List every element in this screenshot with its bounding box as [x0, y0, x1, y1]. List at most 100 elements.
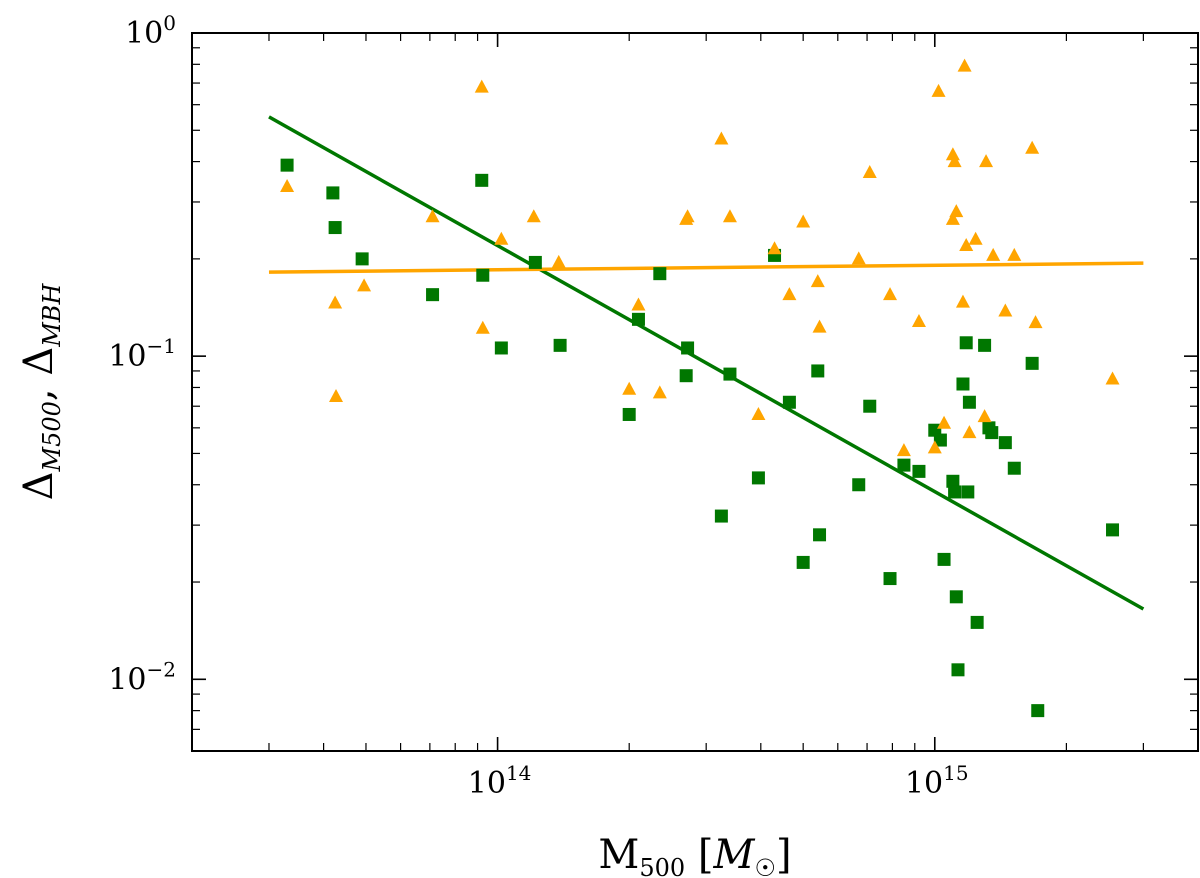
square-marker: [355, 252, 369, 266]
triangle-marker: [1025, 140, 1040, 154]
square-marker: [985, 426, 999, 440]
triangle-marker: [280, 178, 295, 192]
x-tick-label: 1014: [468, 761, 532, 801]
square-marker: [933, 433, 947, 447]
square-marker: [494, 341, 508, 355]
square-marker: [912, 464, 926, 478]
triangle-marker: [851, 251, 866, 265]
triangle-marker: [328, 295, 343, 309]
y-tick-label: 10−2: [108, 657, 176, 697]
triangle-marker: [631, 297, 646, 311]
triangle-marker: [1028, 315, 1043, 329]
triangle-marker: [425, 209, 440, 223]
plot-area: [191, 32, 1199, 752]
triangle-marker: [949, 204, 964, 218]
square-marker: [959, 336, 973, 350]
triangle-marker: [955, 294, 970, 308]
x-axis-label: M500 [M☉]: [598, 832, 791, 878]
square-marker: [962, 395, 976, 409]
square-marker: [956, 377, 970, 391]
y-tick-label: 10−1: [108, 334, 176, 374]
square-marker: [751, 471, 765, 485]
triangle-marker: [329, 389, 344, 403]
triangle-marker: [931, 83, 946, 97]
triangle-marker: [957, 58, 972, 72]
square-marker: [426, 288, 440, 302]
square-marker: [961, 485, 975, 499]
triangle-marker: [474, 79, 489, 93]
triangle-marker: [998, 303, 1013, 317]
square-marker: [937, 552, 951, 566]
square-marker: [328, 221, 342, 235]
fit-lines: [268, 115, 1145, 611]
tick-labels: 1014 1015 10−2 10−1 100: [108, 11, 968, 801]
triangle-marker: [782, 287, 797, 301]
triangle-marker: [494, 231, 509, 245]
fit-line-delta-mbh: [268, 261, 1144, 274]
triangle-marker: [551, 254, 566, 268]
triangle-marker: [927, 440, 942, 454]
square-marker: [796, 555, 810, 569]
square-marker: [476, 268, 490, 282]
triangle-marker: [796, 214, 811, 228]
square-marker: [723, 367, 737, 381]
square-marker: [948, 485, 962, 499]
square-marker: [679, 369, 693, 383]
square-marker: [883, 572, 897, 586]
triangle-marker: [810, 274, 825, 288]
square-marker: [998, 436, 1012, 450]
data-points: [280, 58, 1120, 718]
triangle-marker: [947, 154, 962, 168]
square-marker: [782, 395, 796, 409]
x-tick-label: 1015: [905, 761, 969, 801]
triangle-marker: [722, 209, 737, 223]
square-marker: [811, 364, 825, 378]
triangle-marker: [937, 415, 952, 429]
square-marker: [326, 186, 340, 200]
triangle-marker: [652, 385, 667, 399]
triangle-marker: [959, 237, 974, 251]
triangle-marker: [945, 211, 960, 225]
square-marker: [280, 158, 294, 172]
triangle-marker: [751, 406, 766, 420]
square-marker: [1007, 461, 1021, 475]
triangle-marker: [968, 231, 983, 245]
axis-ticks: [191, 32, 1199, 752]
triangle-marker: [862, 165, 877, 179]
triangle-marker: [883, 287, 898, 301]
square-marker: [528, 255, 542, 269]
triangle-marker: [896, 443, 911, 457]
triangle-marker: [962, 425, 977, 439]
fit-line-delta-m500: [268, 115, 1145, 611]
square-marker: [1031, 704, 1045, 718]
triangle-marker: [714, 131, 729, 145]
square-marker: [553, 338, 567, 352]
triangle-marker: [475, 320, 490, 334]
triangle-marker: [986, 247, 1001, 261]
triangle-marker: [1105, 371, 1120, 385]
triangle-marker: [1007, 247, 1022, 261]
square-marker: [951, 663, 965, 677]
square-marker: [813, 528, 827, 542]
triangle-marker: [680, 209, 695, 223]
triangle-marker: [526, 209, 541, 223]
square-marker: [1025, 356, 1039, 370]
triangle-marker: [977, 409, 992, 423]
y-tick-label: 100: [125, 11, 176, 51]
triangle-marker: [979, 154, 994, 168]
square-marker: [978, 338, 992, 352]
square-marker: [622, 407, 636, 421]
triangle-marker: [945, 147, 960, 161]
square-marker: [475, 173, 489, 187]
triangle-marker: [812, 319, 827, 333]
triangle-marker: [357, 278, 372, 292]
square-marker: [852, 478, 866, 492]
square-marker: [970, 615, 984, 629]
y-axis-label: ΔM500, ΔMBH: [16, 283, 66, 501]
triangle-marker: [622, 381, 637, 395]
square-marker: [631, 312, 645, 326]
square-marker: [714, 509, 728, 523]
square-marker: [1106, 523, 1120, 537]
square-marker: [946, 474, 960, 488]
